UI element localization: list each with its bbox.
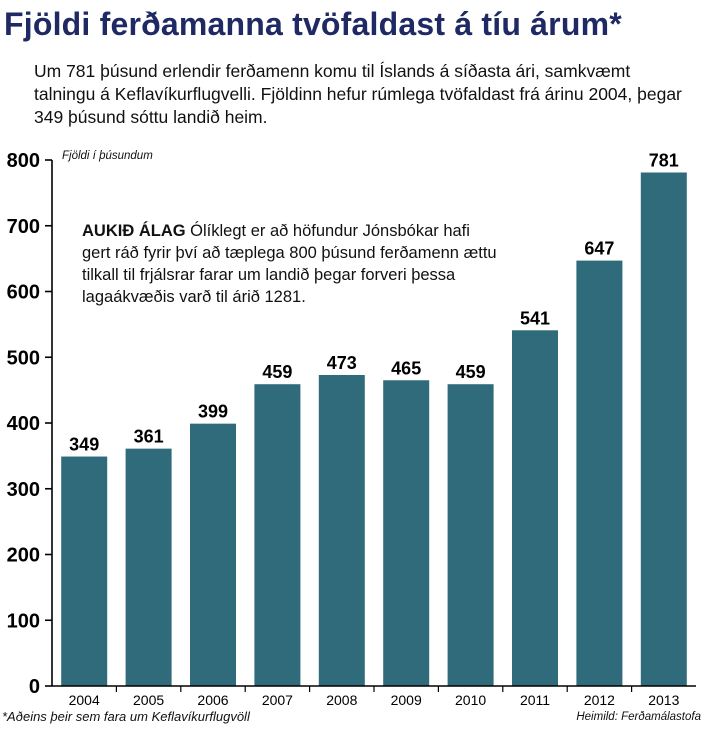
- y-tick-label: 500: [7, 347, 40, 369]
- x-tick-label: 2012: [584, 692, 615, 708]
- data-labels: 349 361 399 459 473 465 459 541 647 781: [69, 150, 679, 454]
- bar: [383, 380, 430, 686]
- y-tick-label: 400: [7, 413, 40, 435]
- annotation-heading: AUKIÐ ÁLAG: [82, 222, 186, 240]
- bar-value-label: 361: [134, 427, 164, 447]
- annotation-box: AUKIÐ ÁLAG Ólíklegt er að höfundur Jónsb…: [82, 220, 502, 308]
- x-tick-label: 2008: [326, 692, 357, 708]
- bar: [125, 448, 172, 686]
- x-tick-label: 2010: [455, 692, 486, 708]
- bar: [61, 456, 108, 686]
- y-tick-label: 300: [7, 479, 40, 501]
- x-tick-label: 2013: [648, 692, 679, 708]
- bar: [576, 260, 623, 686]
- bar: [447, 384, 494, 686]
- x-tick-label: 2006: [197, 692, 228, 708]
- y-tick-label: 100: [7, 610, 40, 632]
- y-axis: 0 100 200 300 400 500 600 700 800: [7, 150, 53, 698]
- bar-value-label: 781: [649, 150, 679, 170]
- chart-title: Fjöldi ferðamanna tvöfaldast á tíu árum*: [4, 6, 622, 42]
- bar: [254, 384, 301, 686]
- bar-value-label: 349: [69, 435, 99, 455]
- bar-value-label: 399: [198, 402, 228, 422]
- bar-value-label: 473: [327, 353, 357, 373]
- x-tick-label: 2005: [133, 692, 164, 708]
- y-tick-label: 200: [7, 545, 40, 567]
- chart-subtitle: Um 781 þúsund erlendir ferðamenn komu ti…: [34, 61, 682, 127]
- bar: [512, 330, 558, 686]
- bar-value-label: 465: [391, 358, 421, 378]
- annotation-text: Ólíklegt er að höfundur Jónsbókar hafi g…: [82, 222, 497, 306]
- bars: [61, 172, 687, 686]
- bar: [318, 375, 365, 686]
- x-tick-label: 2011: [520, 692, 550, 708]
- y-tick-label: 0: [29, 676, 40, 698]
- x-tick-label: 2004: [69, 692, 100, 708]
- source-credit: Heimild: Ferðamálastofa: [576, 711, 701, 723]
- y-tick-label: 600: [7, 282, 40, 304]
- footnote: *Aðeins þeir sem fara um Keflavíkurflugv…: [2, 709, 250, 724]
- x-tick-label: 2007: [262, 692, 293, 708]
- bar-value-label: 647: [584, 239, 614, 259]
- y-axis-unit-label: Fjöldi í þúsundum: [62, 150, 153, 162]
- bar-value-label: 459: [456, 362, 486, 382]
- bar: [190, 423, 236, 686]
- bar-value-label: 459: [262, 362, 292, 382]
- x-tick-label: 2009: [391, 692, 422, 708]
- y-tick-label: 700: [7, 216, 40, 238]
- x-axis: 2004 2005 2006 2007 2008 2009 2010 2011 2012 2013: [52, 685, 696, 708]
- y-tick-label: 800: [7, 150, 40, 172]
- bar: [640, 172, 687, 686]
- bar-value-label: 541: [520, 308, 550, 328]
